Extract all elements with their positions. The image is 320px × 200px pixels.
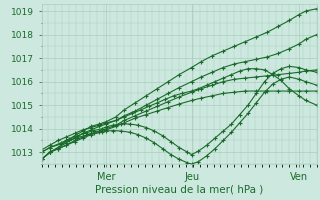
X-axis label: Pression niveau de la mer( hPa ): Pression niveau de la mer( hPa )	[95, 184, 263, 194]
